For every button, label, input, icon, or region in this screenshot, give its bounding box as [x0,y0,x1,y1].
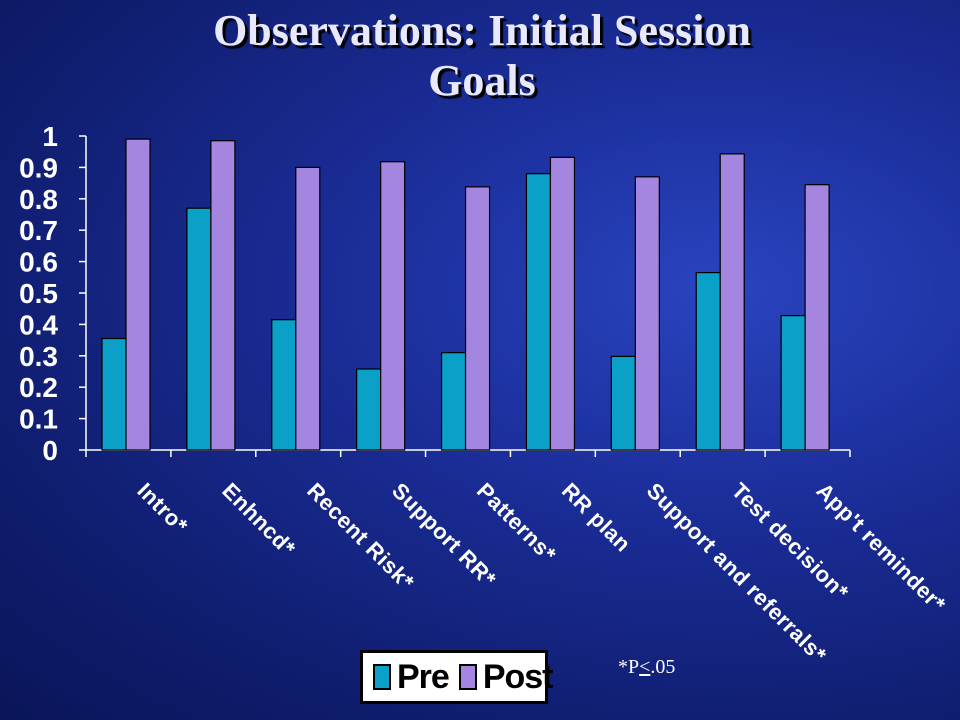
title-line-1: Observations: Initial Session [213,6,751,55]
y-tick-label: 0 [42,435,58,466]
x-tick-label: Support and referrals* [642,478,832,668]
bar-post [210,140,236,451]
title-line-2: Goals [428,56,536,105]
legend-item-pre: Pre [373,657,450,697]
bar-post [634,176,660,451]
bar-post [125,138,151,451]
y-tick-label: 0.1 [19,404,58,435]
bar-pre [440,352,467,451]
legend-label-post: Post [482,657,554,696]
bar-post [464,186,491,451]
bar-post [295,166,321,451]
significance-footnote: *P<.05 [618,656,675,679]
bar-post [380,161,406,451]
y-tick-label: 1 [42,121,58,152]
bar-pre [610,355,636,451]
y-tick-label: 0.6 [19,247,58,278]
x-tick-label: Patterns* [472,478,561,567]
bar-pre [695,271,721,451]
y-tick-label: 0.4 [19,309,58,340]
legend-swatch-pre [373,664,391,690]
y-tick-label: 0.2 [19,372,58,403]
bar-pre [780,315,806,451]
bar-pre [101,337,127,451]
chart-title: Observations: Initial Session Goals [0,6,960,106]
y-tick-label: 0.8 [19,184,58,215]
footnote-le-symbol: < [639,656,651,678]
bar-post [549,156,576,451]
bar-post [804,184,830,451]
y-tick-label: 0.5 [19,278,58,309]
x-tick-label: Enhncd* [217,478,300,561]
legend: Pre Post [360,650,554,704]
bar-pre [525,173,552,451]
bar-pre [186,207,212,451]
bar-pre [356,368,382,451]
x-tick-label: RR plan [557,478,636,557]
y-tick-label: 0.3 [19,341,58,372]
x-tick-label: Intro* [132,478,192,538]
y-tick-label: 0.7 [19,215,58,246]
bar-pre [271,319,297,451]
footnote-value: .05 [650,656,676,678]
legend-item-post: Post [458,657,554,697]
legend-swatch-post [458,664,477,690]
legend-label-pre: Pre [397,657,450,696]
footnote-prefix: *P [618,656,640,678]
bar-post [719,153,745,451]
y-tick-label: 0.9 [19,152,58,183]
